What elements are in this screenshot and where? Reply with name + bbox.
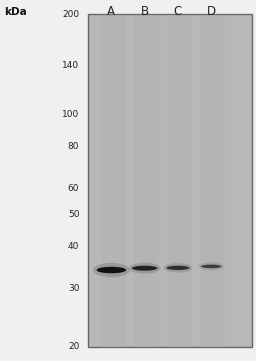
Text: A: A xyxy=(107,5,115,18)
Text: 100: 100 xyxy=(62,110,79,119)
Text: 200: 200 xyxy=(62,10,79,19)
Text: D: D xyxy=(207,5,216,18)
Text: C: C xyxy=(174,5,182,18)
Text: 140: 140 xyxy=(62,61,79,70)
Text: 30: 30 xyxy=(68,284,79,292)
Text: B: B xyxy=(141,5,149,18)
Text: 40: 40 xyxy=(68,242,79,251)
Text: kDa: kDa xyxy=(4,6,27,17)
Ellipse shape xyxy=(129,263,161,274)
Ellipse shape xyxy=(166,266,189,270)
Ellipse shape xyxy=(164,263,192,273)
Text: 20: 20 xyxy=(68,342,79,351)
Bar xyxy=(88,14,252,347)
Ellipse shape xyxy=(132,266,157,271)
Ellipse shape xyxy=(93,263,130,277)
Ellipse shape xyxy=(198,262,224,270)
Text: 60: 60 xyxy=(68,184,79,193)
Text: 80: 80 xyxy=(68,142,79,151)
Text: 50: 50 xyxy=(68,210,79,219)
Ellipse shape xyxy=(97,267,126,273)
Ellipse shape xyxy=(201,265,221,268)
